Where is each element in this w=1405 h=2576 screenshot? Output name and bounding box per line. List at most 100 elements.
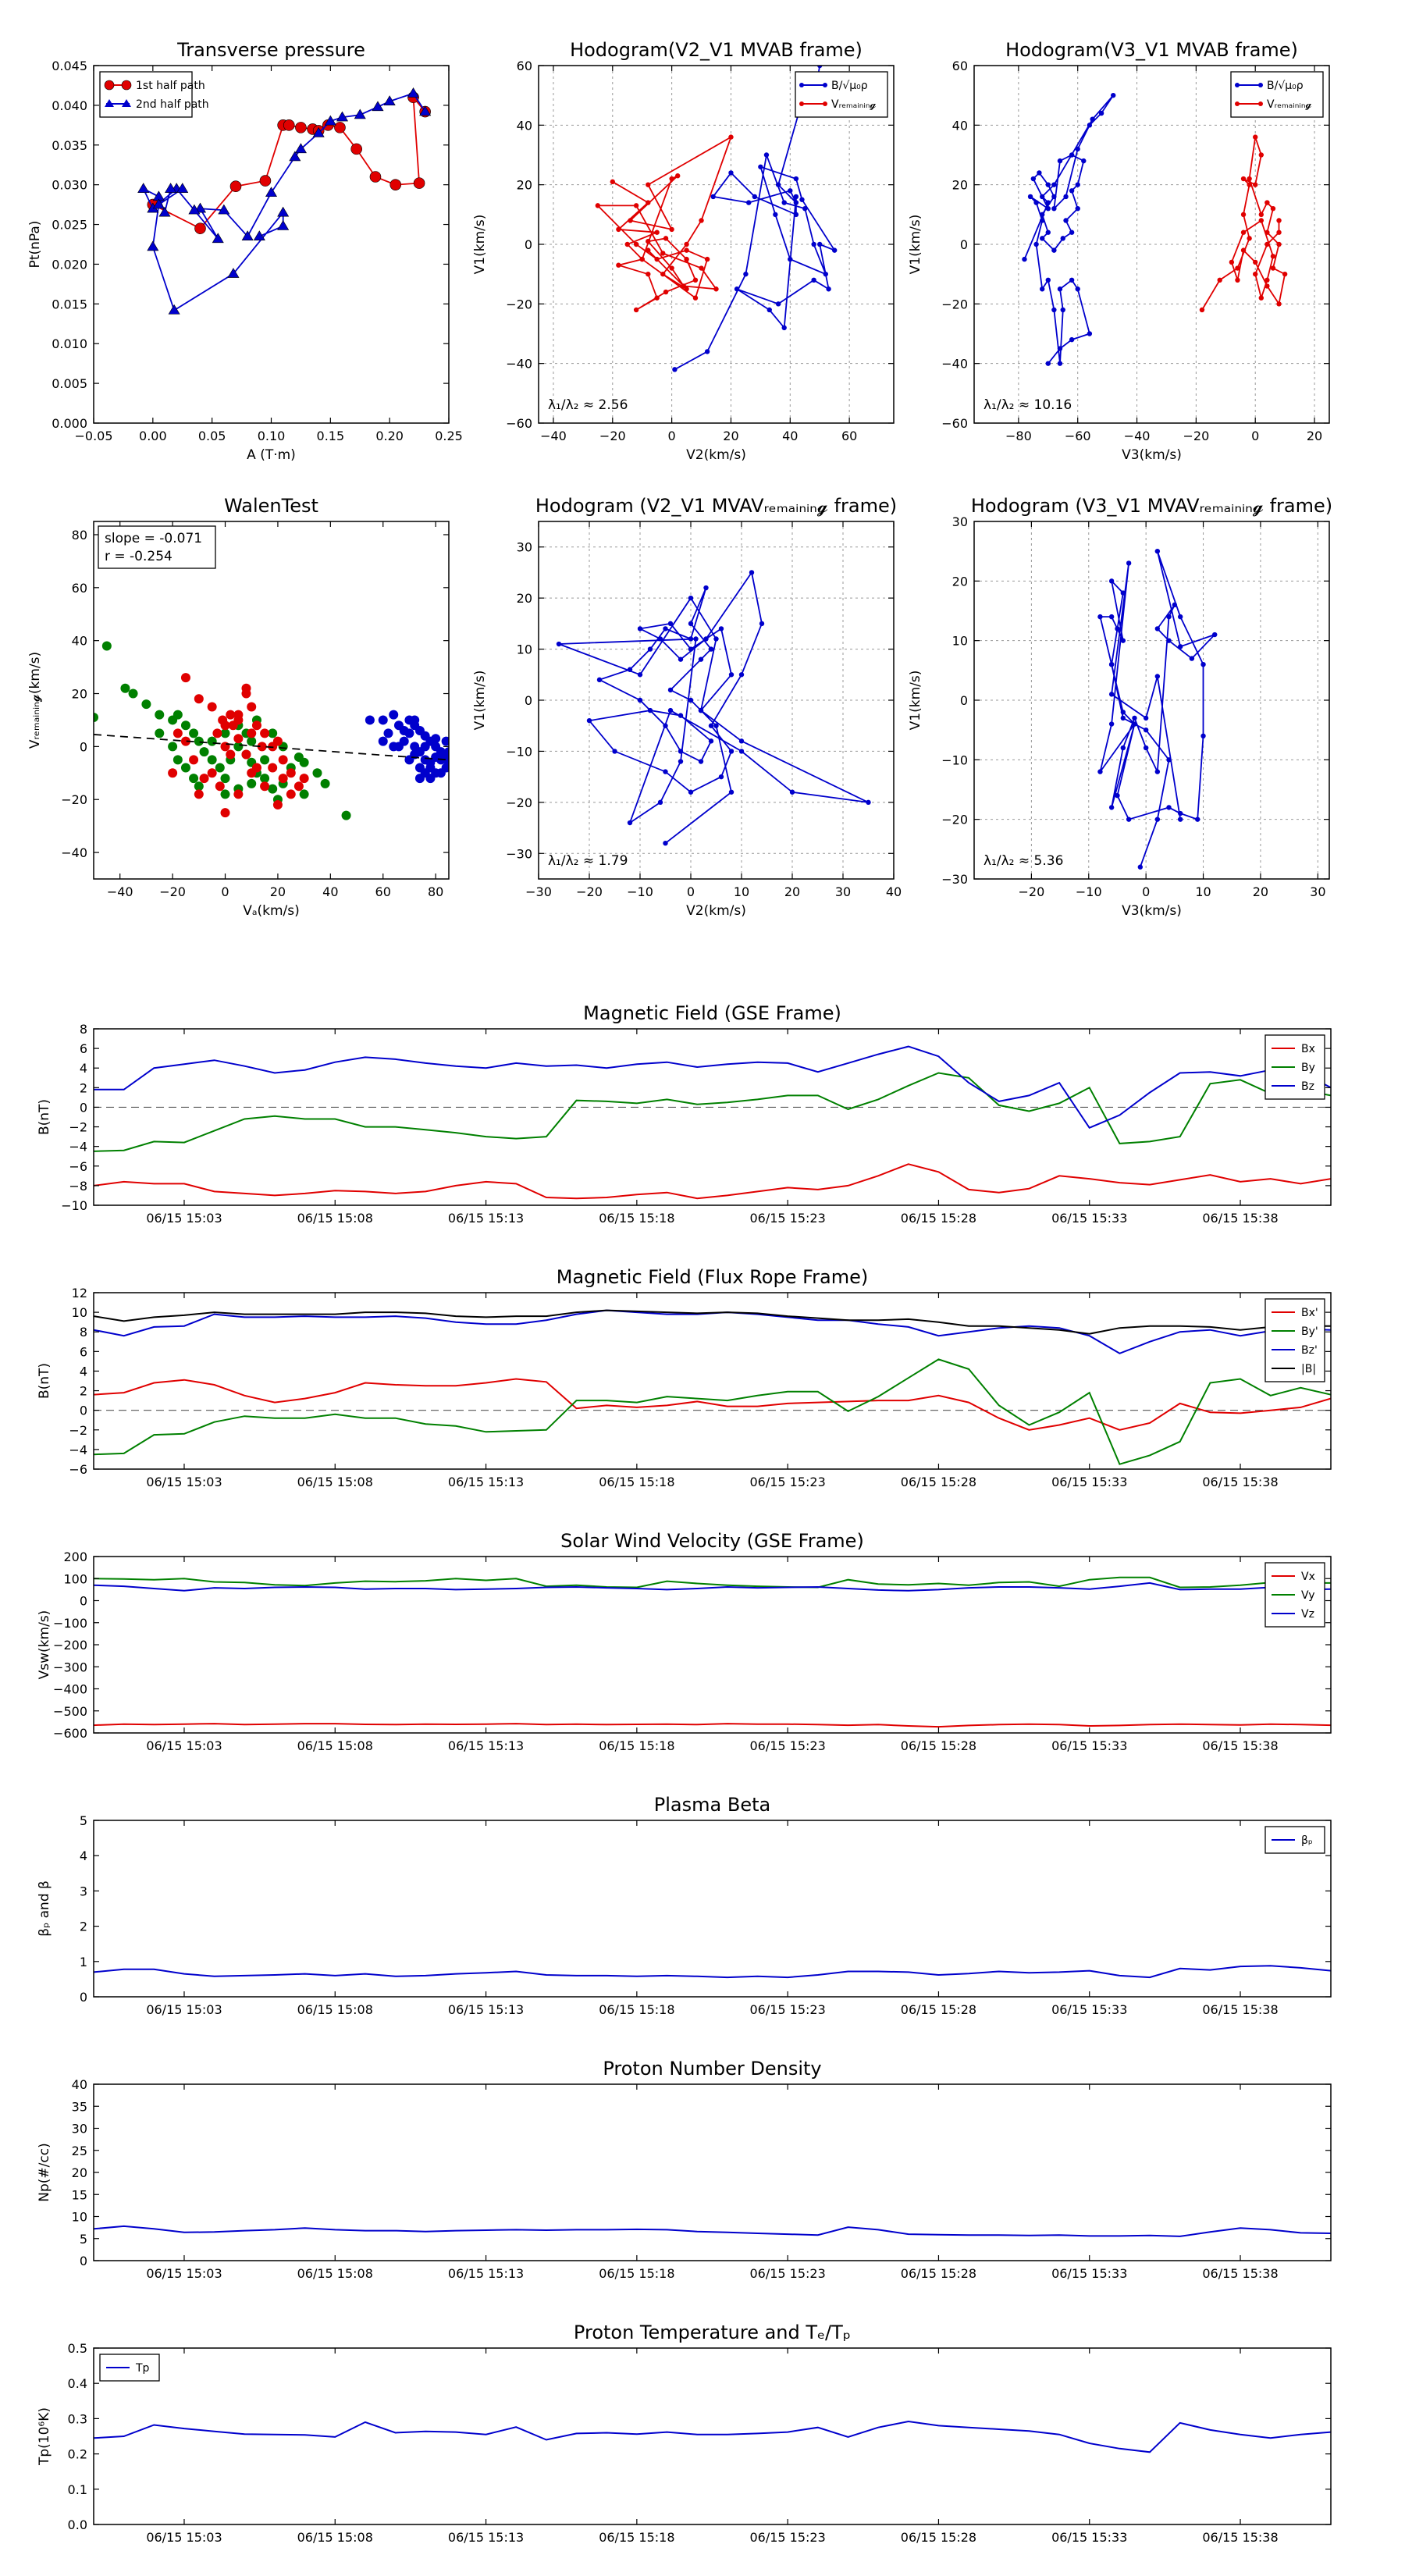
data-point	[688, 621, 694, 627]
x-tick-label: 06/15 15:18	[599, 2530, 674, 2545]
data-point	[1258, 152, 1264, 158]
x-tick-label: 06/15 15:28	[901, 1475, 976, 1489]
x-tick-label: 06/15 15:03	[146, 2002, 222, 2017]
data-point	[799, 197, 805, 202]
plot-area	[595, 66, 838, 372]
data-point	[1264, 200, 1270, 205]
data-point	[1276, 218, 1282, 223]
data-point	[227, 268, 240, 278]
data-point	[633, 307, 639, 313]
chart-bgse: Magnetic Field (GSE Frame) 06/15 15:03 06/…	[37, 1002, 1332, 1226]
chart-beta: Plasma Beta 06/15 15:03 06/15 15:08 06/15 1…	[37, 1794, 1332, 2017]
data-point	[1235, 265, 1240, 271]
data-point	[312, 126, 325, 137]
y-axis-label: Vsw(km/s)	[37, 1610, 52, 1680]
data-point	[793, 200, 799, 205]
data-point	[168, 768, 178, 778]
data-point	[660, 271, 666, 277]
x-tick-label: 80	[428, 884, 443, 899]
data-point	[1115, 792, 1120, 799]
data-point	[189, 774, 199, 784]
data-point	[1195, 817, 1200, 822]
y-tick-label: −500	[53, 1704, 87, 1719]
data-point	[260, 728, 270, 738]
data-point	[703, 636, 709, 642]
data-point	[713, 636, 719, 642]
y-tick-label: 0	[80, 1404, 87, 1418]
x-axis-label: A (T·m)	[247, 447, 296, 463]
data-point	[793, 176, 799, 182]
data-point	[199, 747, 209, 757]
legend-label: |B|	[1301, 1363, 1316, 1375]
data-point	[1143, 727, 1149, 733]
y-tick-label: 0.025	[52, 218, 87, 233]
data-point	[624, 241, 630, 247]
data-point	[1247, 236, 1252, 241]
data-point	[1051, 307, 1057, 313]
data-point	[684, 247, 689, 253]
data-point	[1057, 346, 1063, 351]
data-point	[341, 810, 351, 820]
y-tick-label: 0.040	[52, 98, 87, 113]
data-point	[1126, 560, 1132, 566]
series-line-0	[94, 1723, 1331, 1728]
data-point	[334, 122, 346, 133]
data-point	[194, 781, 204, 792]
y-tick-label: 20	[72, 2165, 87, 2180]
data-point	[1040, 218, 1045, 223]
data-point	[866, 799, 871, 806]
chart-title: Hodogram(V3_V1 MVAB frame)	[1005, 39, 1298, 61]
legend: Bx By Bz	[1264, 1034, 1325, 1100]
y-tick-label: −200	[53, 1638, 87, 1653]
data-point	[639, 256, 645, 262]
data-point	[165, 183, 177, 193]
data-point	[1282, 271, 1288, 277]
data-point	[147, 240, 159, 251]
data-point	[220, 774, 230, 784]
x-tick-label: 06/15 15:23	[749, 2002, 825, 2017]
data-point	[1115, 626, 1120, 632]
chart-title: Plasma Beta	[654, 1794, 770, 1816]
data-point	[1264, 241, 1270, 247]
y-tick-label: −10	[506, 744, 532, 759]
data-point	[1258, 212, 1264, 218]
data-point	[259, 175, 272, 187]
chart-h4: Hodogram (V3_V1 MVAVᵣₑₘₐᵢₙᵢₙ𝓰 frame) −20 −…	[908, 495, 1332, 919]
data-point	[268, 784, 278, 794]
data-point	[233, 789, 244, 799]
data-point	[226, 749, 236, 760]
data-point	[265, 187, 278, 197]
legend-label: Vz	[1301, 1608, 1314, 1621]
data-point	[826, 286, 831, 292]
data-point	[155, 728, 165, 738]
legend-label: B/√μ₀ρ	[831, 80, 868, 92]
x-tick-label: 06/15 15:33	[1051, 1211, 1127, 1226]
data-point	[703, 585, 709, 591]
series-line-0	[94, 1378, 1331, 1431]
data-point	[802, 206, 808, 212]
data-point	[1276, 229, 1282, 235]
data-point	[811, 241, 816, 247]
x-tick-label: 06/15 15:13	[448, 1211, 524, 1226]
data-point	[646, 247, 651, 253]
data-point	[1057, 361, 1063, 366]
data-point	[616, 226, 621, 233]
legend-frame	[99, 71, 193, 118]
y-axis-label: V1(km/s)	[472, 215, 488, 275]
data-point	[646, 238, 651, 244]
x-tick-label: 0.00	[139, 429, 167, 443]
legend: Tp	[99, 2354, 160, 2382]
data-point	[663, 723, 668, 728]
data-point	[663, 841, 668, 846]
y-tick-label: 35	[72, 2099, 87, 2114]
data-point	[383, 728, 393, 738]
x-tick-label: 06/15 15:23	[749, 1211, 825, 1226]
data-point	[1166, 638, 1172, 643]
data-point	[627, 667, 633, 672]
y-tick-label: 30	[72, 2122, 87, 2137]
data-point	[788, 188, 793, 194]
data-point	[1022, 256, 1027, 262]
data-point	[1045, 229, 1051, 235]
data-point	[1177, 644, 1183, 649]
fit-stat: r = -0.254	[105, 549, 173, 564]
